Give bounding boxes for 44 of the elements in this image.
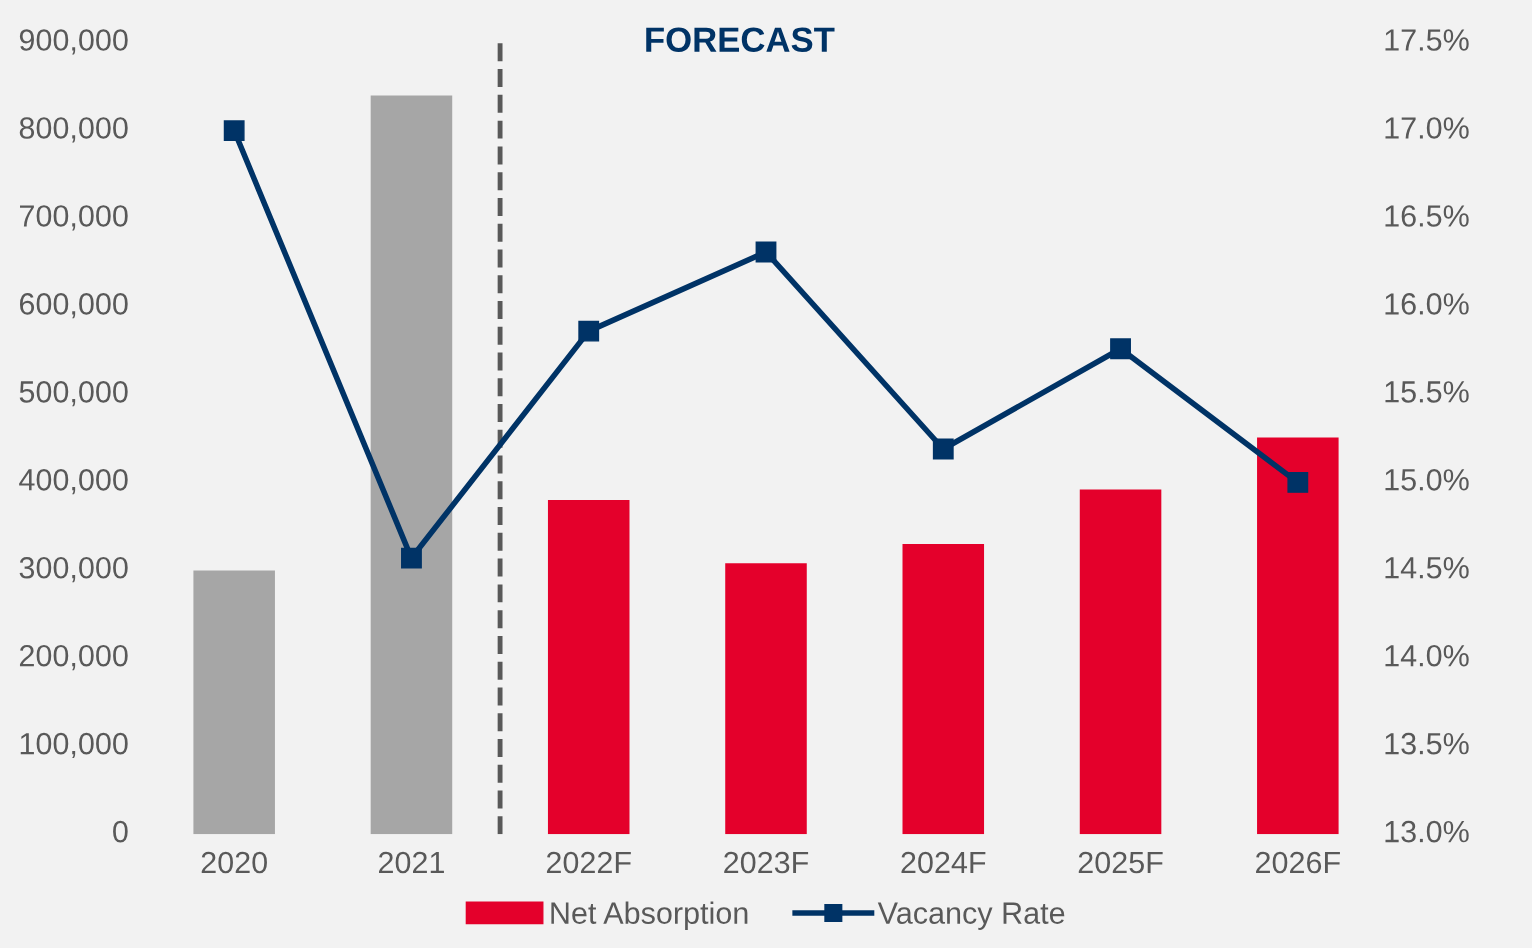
y2-tick-label: 15.5% (1385, 381, 1469, 403)
y2-tick-label: 15.0% (1385, 468, 1469, 491)
point (223, 120, 245, 142)
y-tick-label: 300,000 (19, 556, 128, 583)
x-tick-label: 2022F (546, 851, 631, 874)
x-tick-label: 2021 (379, 851, 444, 874)
bar (1079, 489, 1162, 835)
point (1287, 472, 1309, 493)
x-tick-label: 2024F (901, 851, 986, 874)
bar (725, 563, 807, 835)
point (755, 241, 777, 263)
x-tick-label: 2020 (201, 851, 267, 874)
y2-tick-label: 17.5% (1385, 29, 1469, 51)
y-tick-label: 400,000 (19, 468, 128, 495)
bar (1257, 437, 1339, 835)
x-tick-label: 2023F (724, 851, 809, 874)
y2-tick-label: 13.0% (1385, 820, 1469, 843)
y2-tick-label: 13.5% (1385, 732, 1469, 755)
y2-tick-label: 14.0% (1385, 644, 1469, 667)
y2-tick-label: 16.5% (1385, 205, 1469, 227)
bar (547, 500, 630, 835)
point (1110, 338, 1131, 360)
bar (902, 543, 985, 835)
y-tick-label: 900,000 (19, 29, 128, 55)
y2-tick-label: 14.5% (1385, 557, 1469, 579)
bar (193, 570, 275, 835)
y-tick-label: 200,000 (19, 644, 128, 671)
y-tick-label: 0 (113, 820, 128, 843)
x-tick-label: 2026F (1256, 851, 1340, 874)
y-tick-label: 100,000 (20, 732, 128, 759)
x-tick-label: 2025F (1078, 851, 1163, 874)
bar (370, 95, 453, 835)
legend-label: Net Absorption (551, 901, 748, 930)
y2-tick-label: 16.0% (1385, 293, 1469, 315)
y2-tick-label: 17.0% (1385, 117, 1469, 139)
point (578, 320, 600, 342)
y-tick-label: 800,000 (19, 117, 128, 143)
y-tick-label: 600,000 (19, 293, 128, 319)
point (401, 547, 422, 569)
annotation: FORECAST (646, 27, 835, 52)
legend-label: Vacancy Rate (877, 902, 1065, 930)
y-tick-label: 700,000 (20, 205, 128, 231)
point (932, 438, 954, 460)
y-tick-label: 500,000 (19, 381, 128, 407)
